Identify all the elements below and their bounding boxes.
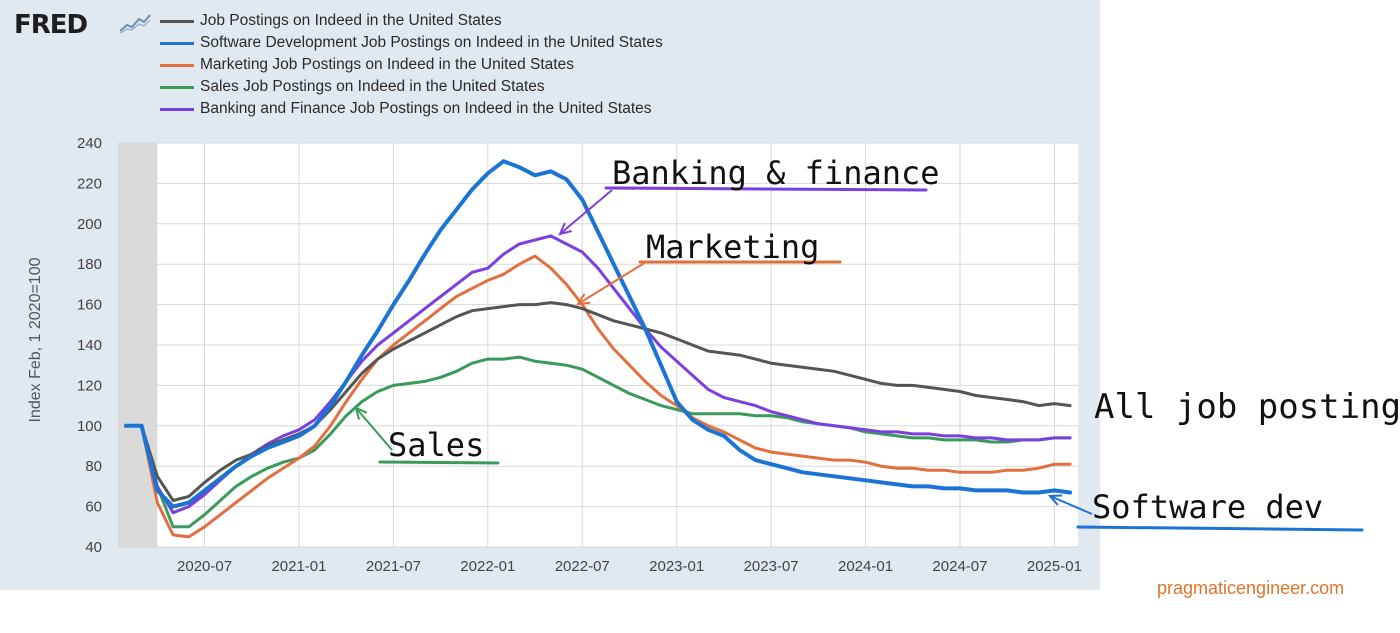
annotation-arrowhead [1047, 494, 1063, 506]
legend-item: Software Development Job Postings on Ind… [160, 32, 663, 54]
y-tick-label: 80 [85, 458, 102, 475]
fred-logo-icon [119, 14, 151, 34]
credit-text: pragmaticengineer.com [1157, 578, 1345, 598]
legend-swatch [160, 85, 194, 89]
x-tick-label: 2023-01 [649, 558, 704, 575]
legend-item: Marketing Job Postings on Indeed in the … [160, 54, 663, 76]
legend-swatch [160, 107, 194, 111]
legend-label: Banking and Finance Job Postings on Inde… [200, 100, 652, 117]
y-tick-label: 200 [77, 216, 102, 233]
y-tick-label: 60 [85, 499, 102, 516]
x-tick-label: 2021-01 [271, 558, 326, 575]
annotation-label: Banking & finance [612, 154, 940, 192]
x-tick-label: 2020-07 [177, 558, 232, 575]
x-tick-label: 2024-07 [932, 558, 987, 575]
x-tick-label: 2025-01 [1027, 558, 1082, 575]
series-line-4 [124, 355, 1072, 529]
legend-swatch [160, 19, 194, 23]
annotation-label: Marketing [646, 228, 819, 266]
y-tick-label: 240 [77, 135, 102, 152]
annotation-arrowhead [576, 293, 591, 306]
annotation-underline [604, 186, 928, 192]
legend-item: Job Postings on Indeed in the United Sta… [160, 10, 663, 32]
annotation-label: Sales [388, 426, 484, 464]
x-tick-label: 2021-07 [366, 558, 421, 575]
legend-swatch [160, 63, 194, 67]
legend-label: Job Postings on Indeed in the United Sta… [200, 12, 502, 29]
y-tick-label: 120 [77, 377, 102, 394]
legend-label: Software Development Job Postings on Ind… [200, 34, 663, 51]
y-tick-label: 140 [77, 337, 102, 354]
legend-swatch [160, 41, 194, 45]
annotation-arrowhead [354, 406, 368, 420]
annotation-arrow [355, 407, 393, 451]
legend-item: Sales Job Postings on Indeed in the Unit… [160, 76, 663, 98]
annotation-arrow [1049, 495, 1093, 515]
y-tick-label: 100 [77, 418, 102, 435]
chart-legend: Job Postings on Indeed in the United Sta… [160, 10, 663, 120]
annotation-underline [1076, 525, 1364, 532]
annotation-arrowhead [558, 222, 572, 236]
y-tick-label: 40 [85, 539, 102, 556]
y-tick-label: 220 [77, 175, 102, 192]
legend-label: Marketing Job Postings on Indeed in the … [200, 56, 574, 73]
annotation-arrow [559, 189, 613, 235]
y-tick-label: 160 [77, 297, 102, 314]
fred-logo: FRED [14, 10, 88, 40]
legend-label: Sales Job Postings on Indeed in the Unit… [200, 78, 545, 95]
x-tick-label: 2022-07 [555, 558, 610, 575]
y-tick-label: 180 [77, 256, 102, 273]
annotation-arrow [577, 261, 647, 305]
x-tick-label: 2022-01 [460, 558, 515, 575]
series-line-5 [124, 234, 1072, 515]
series-line-2 [123, 159, 1073, 509]
annotation-label: Software dev [1092, 488, 1323, 526]
x-tick-label: 2024-01 [838, 558, 893, 575]
legend-item: Banking and Finance Job Postings on Inde… [160, 98, 663, 120]
series-line-3 [124, 254, 1072, 539]
annotation-underline [378, 460, 500, 465]
x-tick-label: 2023-07 [744, 558, 799, 575]
annotation-label: All job postings [1094, 387, 1400, 427]
